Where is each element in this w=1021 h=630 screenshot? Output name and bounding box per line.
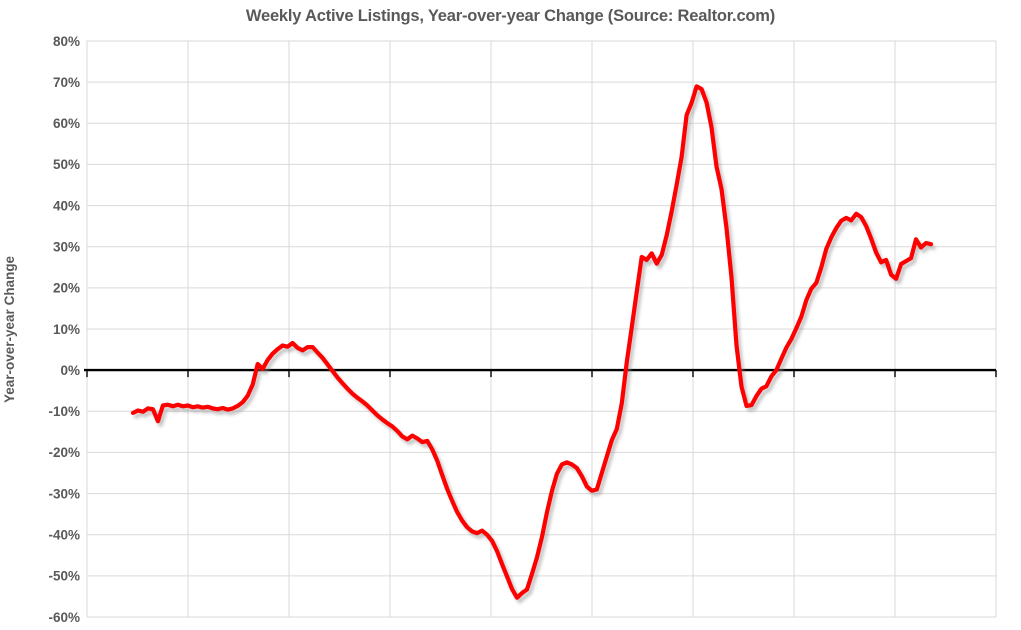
y-tick-label: 30% xyxy=(53,240,80,255)
y-tick-label: 70% xyxy=(53,75,80,90)
y-tick-label: 80% xyxy=(53,34,80,49)
y-tick-label: -60% xyxy=(48,610,80,625)
y-tick-label: -50% xyxy=(48,569,80,584)
series-line-shadow xyxy=(133,87,936,604)
y-tick-label: 0% xyxy=(60,363,80,378)
y-tick-label: -30% xyxy=(48,486,80,501)
y-tick-label: 50% xyxy=(53,157,80,172)
y-tick-label: 60% xyxy=(53,116,80,131)
chart-title: Weekly Active Listings, Year-over-year C… xyxy=(245,7,776,25)
y-tick-label: -40% xyxy=(48,528,80,543)
y-tick-label: 20% xyxy=(53,281,80,296)
series-line xyxy=(130,84,934,600)
y-tick-label: -10% xyxy=(48,404,80,419)
y-tick-label: 40% xyxy=(53,198,80,213)
y-tick-label: -20% xyxy=(48,445,80,460)
y-tick-label: 10% xyxy=(53,322,80,337)
